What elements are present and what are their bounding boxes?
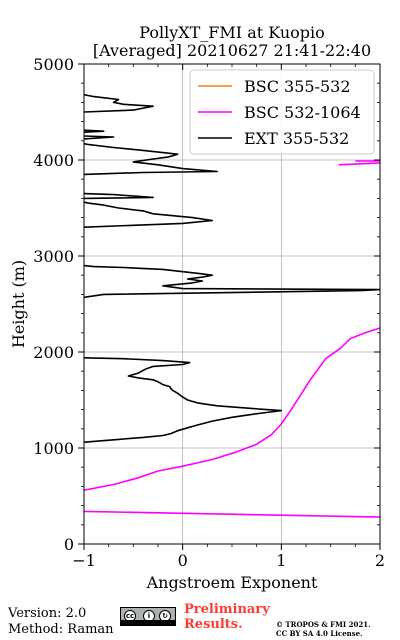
preliminary-results-note: Preliminary Results. [184,602,270,632]
x-tick-label: 0 [178,551,188,570]
legend-label-1: BSC 355-532 [244,77,351,96]
y-tick-label: 5000 [33,55,74,74]
series-line-3 [84,264,380,299]
series-group [84,93,380,518]
chart-title-line1: PollyXT_FMI at Kuopio [139,23,325,42]
legend-label-2: BSC 532-1064 [244,103,361,122]
series-line-3 [84,142,218,176]
y-tick-label: 4000 [33,151,74,170]
y-tick-label: 1000 [33,439,74,458]
cc-bar [121,620,175,625]
y-tick-label: 0 [64,535,74,554]
series-line-3 [84,357,283,443]
series-line-3 [84,129,105,133]
x-tick-label: 1 [276,551,286,570]
legend: BSC 355-532 BSC 532-1064 EXT 355-532 [189,69,375,155]
y-tick-label: 2000 [33,343,74,362]
series-line-3 [84,192,154,200]
method-text: Method: Raman [8,622,114,637]
series-line-2 [84,510,380,518]
y-tick-label: 3000 [33,247,74,266]
copyright-line2: CC BY SA 4.0 License. [276,629,363,638]
copyright-note: © TROPOS & FMI 2021. CC BY SA 4.0 Licens… [276,620,371,638]
legend-box [189,69,375,155]
preliminary-line1: Preliminary [184,602,270,617]
x-axis-label: Angstroem Exponent [146,573,318,592]
series-line-3 [84,135,115,140]
cc-by-sa-icon: cc i ↻ [120,607,176,626]
series-line-3 [84,93,154,113]
copyright-line1: © TROPOS & FMI 2021. [276,620,371,629]
y-axis-label: Height (m) [9,260,28,348]
preliminary-line2: Results. [184,617,243,632]
series-line-2 [84,327,380,491]
series-line-2 [338,162,380,166]
x-tick-label: 2 [375,551,385,570]
series-line-3 [84,201,214,228]
legend-label-3: EXT 355-532 [244,129,349,148]
chart-title-line2: [Averaged] 20210627 21:41-22:40 [92,41,372,60]
version-text: Version: 2.0 [8,606,87,621]
x-tick-label: −1 [72,551,96,570]
